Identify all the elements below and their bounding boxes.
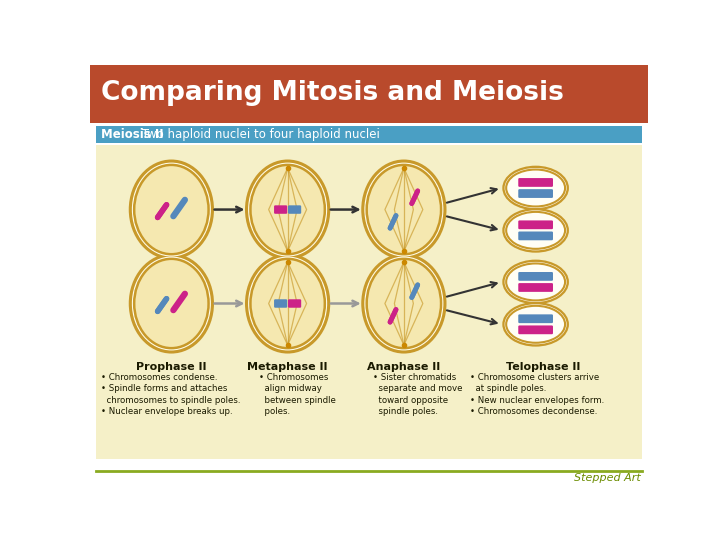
- Ellipse shape: [132, 256, 211, 350]
- Ellipse shape: [129, 159, 214, 260]
- Ellipse shape: [361, 159, 446, 260]
- Ellipse shape: [364, 163, 444, 256]
- Text: Stepped Art: Stepped Art: [574, 472, 640, 483]
- FancyBboxPatch shape: [274, 205, 287, 214]
- Ellipse shape: [134, 165, 209, 254]
- Ellipse shape: [251, 165, 325, 254]
- FancyBboxPatch shape: [288, 205, 301, 214]
- FancyBboxPatch shape: [518, 232, 553, 240]
- Ellipse shape: [505, 262, 567, 302]
- Ellipse shape: [245, 159, 330, 260]
- Ellipse shape: [506, 212, 565, 249]
- Text: Anaphase II: Anaphase II: [367, 362, 441, 372]
- Ellipse shape: [505, 211, 567, 251]
- Text: • Chromosomes condense.
• Spindle forms and attaches
  chromosomes to spindle po: • Chromosomes condense. • Spindle forms …: [101, 373, 240, 416]
- Ellipse shape: [251, 259, 325, 348]
- Ellipse shape: [245, 253, 330, 354]
- FancyBboxPatch shape: [518, 220, 553, 229]
- Bar: [90, 65, 648, 123]
- Text: • Chromosomes
  align midway
  between spindle
  poles.: • Chromosomes align midway between spind…: [259, 373, 336, 416]
- Ellipse shape: [503, 166, 569, 210]
- Text: • Chromosome clusters arrive
  at spindle poles.
• New nuclear envelopes form.
•: • Chromosome clusters arrive at spindle …: [469, 373, 604, 416]
- Ellipse shape: [505, 304, 567, 345]
- Bar: [96, 126, 642, 143]
- Ellipse shape: [129, 253, 214, 354]
- Bar: [96, 145, 642, 459]
- FancyBboxPatch shape: [274, 299, 287, 308]
- Ellipse shape: [505, 168, 567, 208]
- Ellipse shape: [506, 170, 565, 206]
- Ellipse shape: [366, 165, 441, 254]
- Text: Meiosis II: Meiosis II: [101, 129, 163, 141]
- Text: • Sister chromatids
  separate and move
  toward opposite
  spindle poles.: • Sister chromatids separate and move to…: [373, 373, 462, 416]
- Text: Comparing Mitosis and Meiosis: Comparing Mitosis and Meiosis: [101, 80, 564, 106]
- FancyBboxPatch shape: [288, 299, 301, 308]
- Ellipse shape: [132, 163, 211, 256]
- Text: Metaphase II: Metaphase II: [248, 362, 328, 372]
- FancyBboxPatch shape: [518, 189, 553, 198]
- Ellipse shape: [134, 259, 209, 348]
- Ellipse shape: [506, 264, 565, 300]
- Ellipse shape: [503, 208, 569, 253]
- FancyBboxPatch shape: [518, 283, 553, 292]
- Text: Prophase II: Prophase II: [136, 362, 207, 372]
- Ellipse shape: [248, 163, 327, 256]
- Ellipse shape: [361, 253, 446, 354]
- Ellipse shape: [503, 260, 569, 304]
- Ellipse shape: [506, 306, 565, 343]
- Ellipse shape: [503, 302, 569, 347]
- FancyBboxPatch shape: [518, 178, 553, 187]
- FancyBboxPatch shape: [518, 272, 553, 281]
- FancyBboxPatch shape: [518, 314, 553, 323]
- Text: Two haploid nuclei to four haploid nuclei: Two haploid nuclei to four haploid nucle…: [138, 129, 380, 141]
- FancyBboxPatch shape: [518, 326, 553, 334]
- Text: Telophase II: Telophase II: [506, 362, 580, 372]
- Ellipse shape: [248, 256, 327, 350]
- Ellipse shape: [364, 256, 444, 350]
- Ellipse shape: [366, 259, 441, 348]
